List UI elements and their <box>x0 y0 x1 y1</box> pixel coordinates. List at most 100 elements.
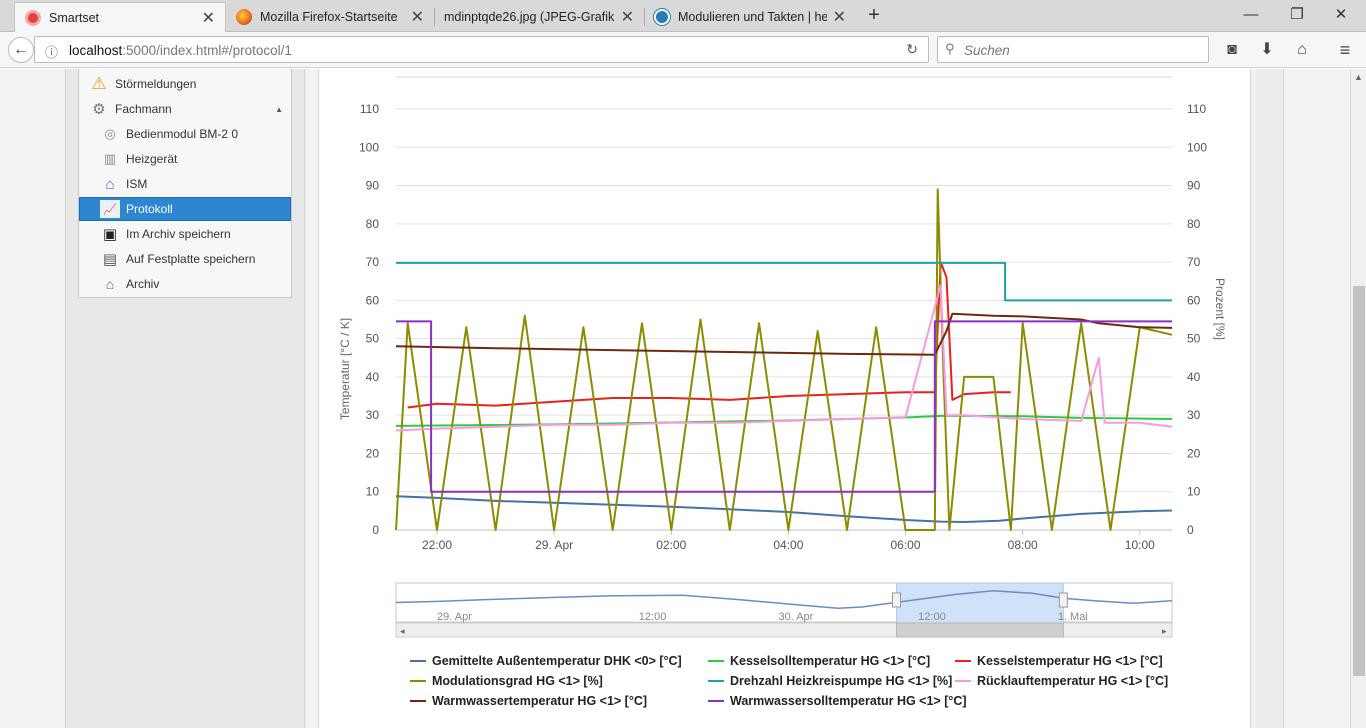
x-tick-label: 02:00 <box>656 538 686 552</box>
legend-item[interactable]: Warmwassersolltemperatur HG <1> [°C] <box>708 694 967 708</box>
url-bar[interactable]: ⓘ localhost:5000/index.html#/protocol/1 … <box>34 36 929 63</box>
series-line-3 <box>407 261 1011 409</box>
sidebar-item-ism[interactable]: ⌂ ISM <box>79 172 291 196</box>
sidebar-item-label: Auf Festplatte speichern <box>126 252 256 266</box>
legend-swatch <box>955 660 971 662</box>
x-axis: 22:00 29. Apr 02:00 04:00 06:00 08:00 10:00 <box>396 529 1172 552</box>
navigator-handle[interactable] <box>1058 592 1068 608</box>
pocket-icon[interactable]: ◙ <box>1227 41 1237 58</box>
tab-smartset[interactable]: Smartset ✕ <box>14 2 226 32</box>
sidebar-menu: ⚠ Störmeldungen ⚙ Fachmann ▲ ◎ Bedienmod… <box>78 69 292 298</box>
sidebar-item-festplatte-speichern[interactable]: ▤ Auf Festplatte speichern <box>79 247 291 271</box>
x-tick-label: 29. Apr <box>535 538 573 552</box>
legend-swatch <box>410 700 426 702</box>
download-icon[interactable]: ⬇ <box>1260 41 1274 58</box>
tab-wordpress[interactable]: Modulieren und Takten | hei ✕ <box>644 2 856 32</box>
close-icon[interactable]: ✕ <box>410 9 424 26</box>
navigator-scroll-thumb <box>896 622 1064 638</box>
sidebar-item-archiv-speichern[interactable]: ▣ Im Archiv speichern <box>79 222 291 246</box>
navigator-line <box>395 590 1173 610</box>
nav-bar: ← ⓘ localhost:5000/index.html#/protocol/… <box>0 32 1366 68</box>
legend-item[interactable]: Drehzahl Heizkreispumpe HG <1> [%] <box>708 674 952 688</box>
new-tab-button[interactable]: + <box>868 4 880 26</box>
close-icon[interactable]: ✕ <box>201 9 215 27</box>
y2-tick-label: 70 <box>1187 255 1201 269</box>
restore-button[interactable]: ❐ <box>1290 6 1304 23</box>
sidebar-item-label: Störmeldungen <box>115 77 197 91</box>
wordpress-icon <box>654 9 670 25</box>
y2-tick-label: 110 <box>1187 102 1206 116</box>
legend-swatch <box>708 660 724 662</box>
chart-series <box>395 188 1173 531</box>
info-icon[interactable]: ⓘ <box>45 45 59 60</box>
y-tick-label: 20 <box>366 446 380 460</box>
y-tick-label: 50 <box>366 332 380 346</box>
minimize-button[interactable]: — <box>1243 6 1259 23</box>
y-tick-label: 60 <box>366 293 380 307</box>
legend-swatch <box>708 680 724 682</box>
legend-label: Rücklauftemperatur HG <1> [°C] <box>977 674 1169 688</box>
firefox-icon <box>236 9 252 25</box>
scroll-right-icon: ▸ <box>1162 626 1167 636</box>
legend-swatch <box>410 680 426 682</box>
y-tick-label: 0 <box>372 523 379 537</box>
x-tick-label: 06:00 <box>891 538 921 552</box>
navigator-handle[interactable] <box>892 592 902 608</box>
menu-icon[interactable]: ≡ <box>1339 40 1351 60</box>
sidebar-item-label: Archiv <box>126 277 160 291</box>
scrollbar-thumb[interactable] <box>1353 286 1365 676</box>
legend-label: Warmwassersolltemperatur HG <1> [°C] <box>730 694 967 708</box>
legend-label: Kesselsolltemperatur HG <1> [°C] <box>730 654 931 668</box>
search-icon: ⚲ <box>945 41 955 56</box>
legend-item[interactable]: Warmwassertemperatur HG <1> [°C] <box>410 694 647 708</box>
sidebar-item-archiv[interactable]: ⌂ Archiv <box>79 272 291 296</box>
back-icon[interactable]: ← <box>8 37 34 63</box>
series-line-5 <box>396 261 1172 302</box>
archive-icon: ⌂ <box>105 276 115 292</box>
legend-label: Warmwassertemperatur HG <1> [°C] <box>432 694 648 708</box>
navigator-label: 12:00 <box>639 611 667 623</box>
legend-item[interactable]: Rücklauftemperatur HG <1> [°C] <box>955 674 1168 688</box>
window-close-button[interactable]: ✕ <box>1334 6 1348 23</box>
sidebar-item-label: ISM <box>126 177 148 191</box>
navigator-label: 30. Apr <box>778 611 813 623</box>
close-icon[interactable]: ✕ <box>620 9 634 26</box>
tab-label: Mozilla Firefox-Startseite <box>260 10 398 24</box>
y2-tick-label: 30 <box>1187 408 1201 422</box>
sidebar-item-label: Heizgerät <box>126 152 178 166</box>
y2-tick-label: 80 <box>1187 217 1201 231</box>
x-tick-label: 10:00 <box>1125 538 1155 552</box>
tab-firefox-start[interactable]: Mozilla Firefox-Startseite ✕ <box>226 2 434 32</box>
close-icon[interactable]: ✕ <box>832 9 846 26</box>
tab-label: mdinptqde26.jpg (JPEG-Grafik, 1 <box>444 10 615 24</box>
y2-tick-label: 20 <box>1187 446 1201 460</box>
y2-tick-label: 100 <box>1187 140 1207 154</box>
legend-item[interactable]: Gemittelte Außentemperatur DHK <0> [°C] <box>410 654 682 668</box>
y2-tick-label: 50 <box>1187 332 1201 346</box>
tab-image[interactable]: mdinptqde26.jpg (JPEG-Grafik, 1 ✕ <box>434 2 644 32</box>
y-tick-label: 110 <box>360 102 379 116</box>
home-icon[interactable]: ⌂ <box>1297 41 1307 58</box>
y-tick-label: 30 <box>366 408 380 422</box>
scroll-left-icon: ◂ <box>400 626 405 636</box>
legend-swatch <box>708 700 724 702</box>
legend-item[interactable]: Kesselsolltemperatur HG <1> [°C] <box>708 654 930 668</box>
sidebar-item-fachmann[interactable]: ⚙ Fachmann ▲ <box>79 97 291 121</box>
sidebar-item-stoermeldungen[interactable]: ⚠ Störmeldungen <box>79 72 291 96</box>
navigator-label: 1. Mai <box>1058 611 1088 623</box>
collapse-arrow-icon[interactable]: ▲ <box>275 104 283 114</box>
vertical-scrollbar[interactable]: ▲ <box>1350 69 1366 728</box>
scroll-up-icon[interactable]: ▲ <box>1354 72 1363 82</box>
left-column: ⚠ Störmeldungen ⚙ Fachmann ▲ ◎ Bedienmod… <box>65 69 305 728</box>
reload-icon[interactable]: ↻ <box>906 41 918 57</box>
warning-icon: ⚠ <box>91 74 107 93</box>
sidebar-item-bedienmodul[interactable]: ◎ Bedienmodul BM-2 0 <box>79 122 291 146</box>
search-bar[interactable]: ⚲ Suchen <box>937 36 1209 63</box>
legend-item[interactable]: Modulationsgrad HG <1> [%] <box>410 674 603 688</box>
x-tick-label: 22:00 <box>422 538 452 552</box>
search-placeholder: Suchen <box>964 43 1010 58</box>
sidebar-item-heizgeraet[interactable]: ▥ Heizgerät <box>79 147 291 171</box>
legend-item[interactable]: Kesselstemperatur HG <1> [°C] <box>955 654 1163 668</box>
sidebar-item-protokoll[interactable]: 📈 Protokoll <box>79 197 291 221</box>
legend-label: Modulationsgrad HG <1> [%] <box>432 674 603 688</box>
